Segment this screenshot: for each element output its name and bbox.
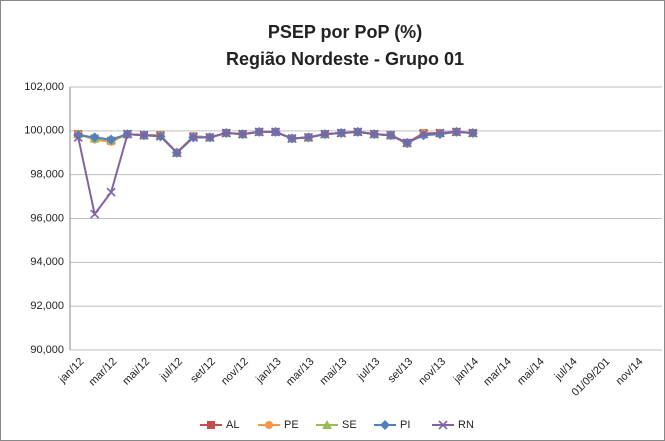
marker	[468, 128, 478, 138]
marker	[106, 134, 117, 145]
legend-marker	[207, 421, 215, 429]
marker	[418, 129, 429, 139]
legend-marker	[380, 420, 390, 430]
marker	[369, 129, 379, 139]
legend-label: PE	[284, 419, 299, 431]
marker	[139, 130, 149, 140]
marker	[205, 132, 215, 142]
legend-label: RN	[458, 419, 474, 431]
marker	[73, 130, 84, 141]
marker	[386, 130, 396, 140]
legend-label: PI	[400, 419, 410, 431]
marker	[451, 127, 462, 137]
chart-title: PSEP por PoP (%)	[268, 22, 422, 42]
marker	[122, 129, 133, 139]
legend-label: SE	[342, 419, 357, 431]
marker	[221, 128, 231, 138]
marker	[287, 133, 297, 144]
marker	[89, 132, 100, 143]
y-tick-label: 100,000	[24, 125, 64, 137]
marker	[303, 132, 314, 142]
marker	[336, 128, 346, 138]
marker	[254, 127, 264, 137]
marker	[270, 127, 281, 137]
y-tick-label: 94,000	[30, 256, 64, 268]
marker	[320, 129, 330, 139]
legend-marker	[265, 421, 273, 429]
marker	[106, 187, 116, 197]
legend-marker	[438, 420, 448, 430]
y-tick-label: 92,000	[30, 300, 64, 312]
marker	[188, 132, 198, 142]
legend-label: AL	[226, 419, 239, 431]
marker	[90, 209, 100, 219]
chart-subtitle: Região Nordeste - Grupo 01	[226, 49, 464, 69]
marker	[172, 148, 182, 158]
y-tick-label: 96,000	[30, 212, 64, 224]
marker	[155, 131, 166, 141]
marker	[402, 138, 412, 148]
y-tick-label: 90,000	[30, 344, 64, 356]
marker	[435, 128, 445, 138]
legend-marker	[322, 420, 332, 429]
marker	[353, 127, 363, 137]
y-tick-label: 102,000	[24, 81, 64, 93]
y-tick-label: 98,000	[30, 169, 64, 181]
marker	[238, 129, 248, 139]
marker	[73, 132, 83, 142]
